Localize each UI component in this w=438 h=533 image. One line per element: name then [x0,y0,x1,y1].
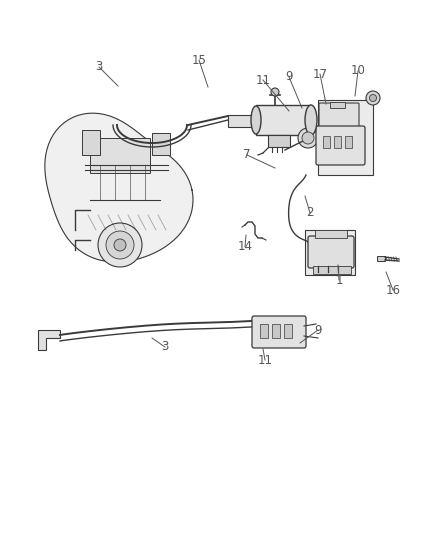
Bar [260,324,268,338]
Bar [377,256,385,261]
Circle shape [106,231,134,259]
Text: 3: 3 [95,61,102,74]
Text: 9: 9 [285,70,293,84]
Text: 2: 2 [306,206,314,220]
Bar [318,100,373,175]
Circle shape [114,239,126,251]
Text: 16: 16 [385,284,400,296]
FancyBboxPatch shape [319,103,359,127]
Ellipse shape [305,105,317,135]
Bar [152,133,170,155]
Text: 11: 11 [258,353,272,367]
Bar [334,136,341,148]
Bar [330,102,345,108]
Bar [90,138,150,173]
Text: 11: 11 [255,74,271,86]
Text: 9: 9 [314,324,322,336]
Bar [305,230,355,275]
Bar [268,135,290,147]
Circle shape [302,132,314,144]
Circle shape [366,91,380,105]
Text: 7: 7 [243,149,251,161]
Text: 3: 3 [161,341,169,353]
Bar [313,266,351,274]
Bar [315,230,347,238]
FancyBboxPatch shape [316,126,365,165]
Bar [323,136,330,148]
Bar [272,324,280,338]
Bar [82,130,100,155]
Bar [284,324,292,338]
Circle shape [98,223,142,267]
Bar [228,115,256,127]
Text: 14: 14 [237,240,252,254]
Ellipse shape [251,106,261,134]
Text: 15: 15 [191,53,206,67]
Polygon shape [45,113,193,262]
Text: 10: 10 [350,64,365,77]
Text: 17: 17 [312,68,328,80]
Bar [256,105,311,135]
Circle shape [298,128,318,148]
FancyBboxPatch shape [308,236,354,268]
Bar [345,136,352,148]
Text: 1: 1 [335,273,343,287]
Circle shape [271,88,279,96]
Circle shape [370,94,377,101]
Polygon shape [38,330,60,350]
FancyBboxPatch shape [252,316,306,348]
